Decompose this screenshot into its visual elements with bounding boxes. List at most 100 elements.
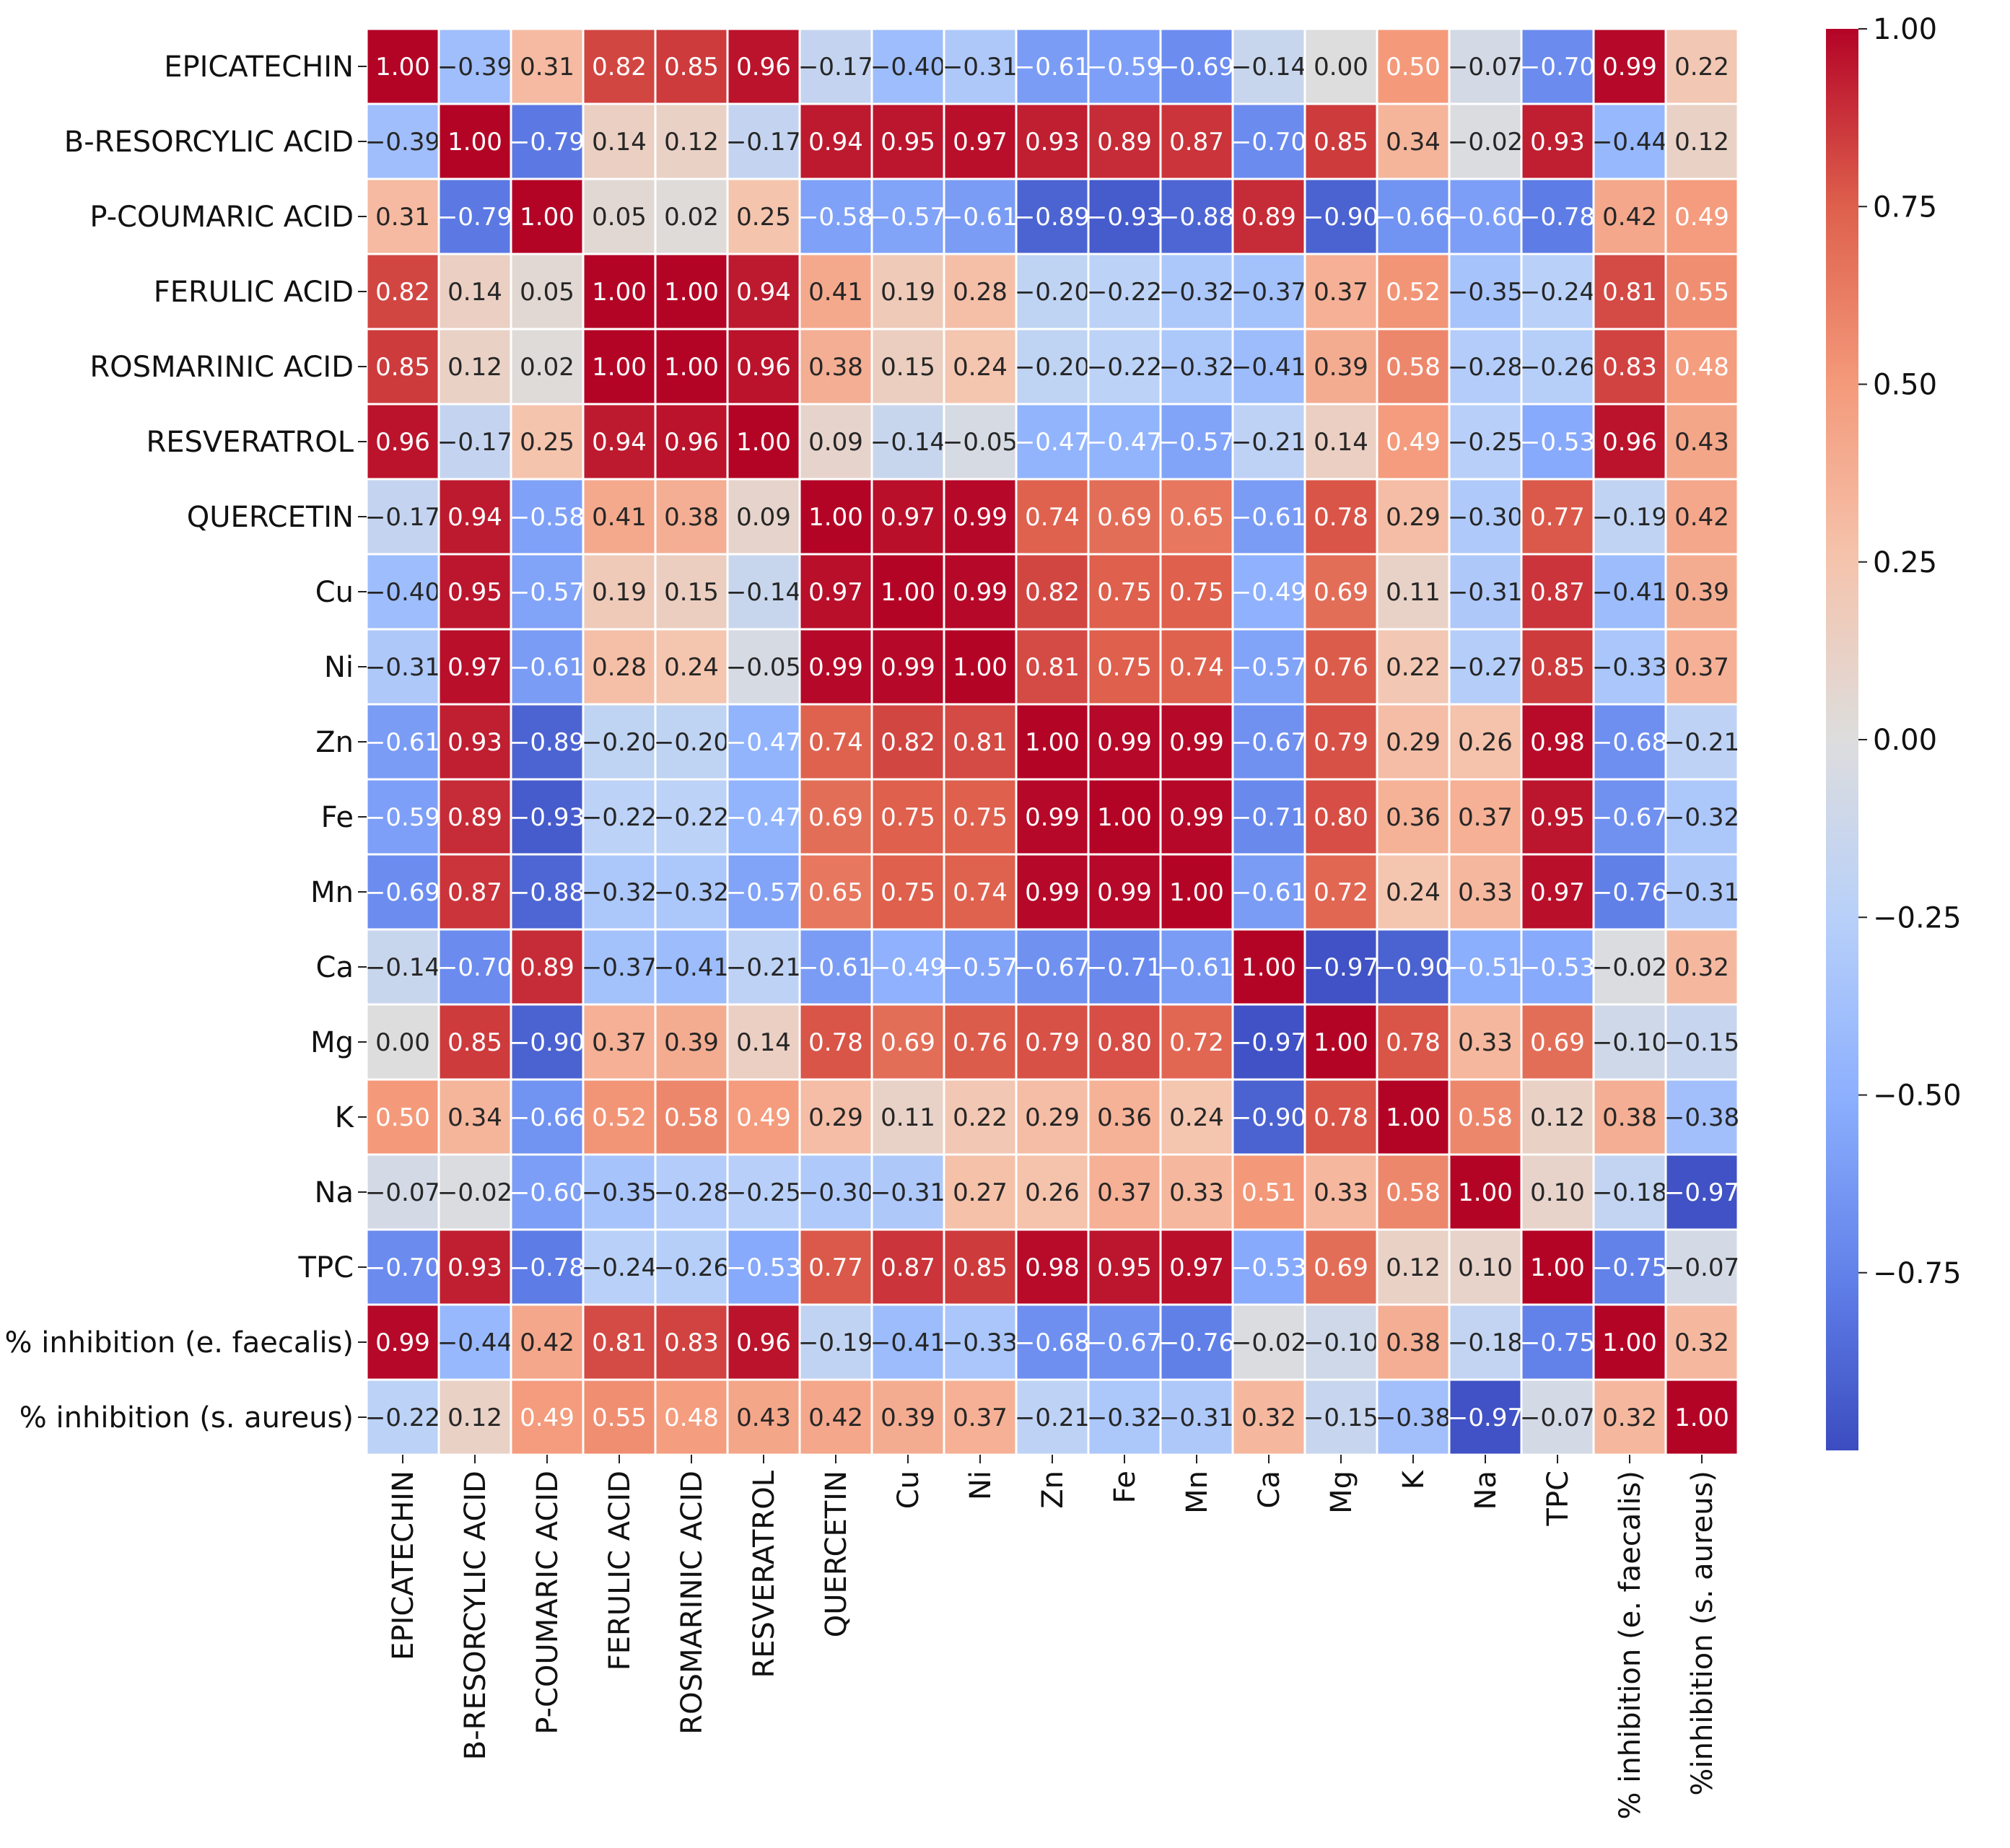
column-label: Zn [1036, 1471, 1070, 1509]
cell-value-label: 0.81 [953, 728, 1008, 757]
heatmap-cell [1159, 478, 1234, 556]
cell-value-label: −0.21 [1231, 428, 1306, 457]
heatmap-cell [870, 328, 945, 406]
cell-value-label: −0.47 [1015, 428, 1090, 457]
column-label: Fe [1109, 1471, 1142, 1503]
cell-value-label: 0.85 [375, 353, 430, 382]
heatmap-cell [1448, 778, 1523, 856]
cell-value-label: 0.19 [881, 278, 935, 307]
colorbar-gradient [1826, 29, 1858, 1450]
cell-value-label: −0.66 [510, 1103, 585, 1132]
cell-value-label: 1.00 [1025, 728, 1080, 757]
cell-value-label: 0.93 [447, 728, 502, 757]
row-labels: EPICATECHIN B-RESORCYLIC ACID P-COUMARIC A… [4, 51, 367, 1435]
heatmap-cell [1592, 853, 1667, 931]
heatmap-cell [1520, 703, 1595, 781]
heatmap-cell [1592, 178, 1667, 255]
heatmap-cell [1664, 1378, 1739, 1456]
cell-value-label: 0.81 [1025, 653, 1080, 682]
heatmap-cell [943, 628, 1018, 706]
heatmap-cell [870, 102, 945, 180]
heatmap-cell [437, 253, 512, 330]
heatmap-cell [1015, 1378, 1090, 1456]
cell-value-label: 0.74 [1025, 503, 1080, 532]
cell-value-label: 0.99 [953, 578, 1008, 607]
heatmap-cell [1664, 1303, 1739, 1381]
heatmap-cell [1087, 178, 1162, 255]
cell-value-label: −0.14 [870, 428, 945, 457]
heatmap-cell [1520, 178, 1595, 255]
cell-value-label: 0.12 [664, 128, 719, 157]
cell-value-label: 0.37 [953, 1403, 1008, 1432]
heatmap-cell [582, 403, 657, 481]
heatmap-cell [1520, 253, 1595, 330]
cell-value-label: 0.99 [1602, 53, 1657, 82]
cell-value-label: −0.05 [943, 428, 1018, 457]
cell-value-label: 0.37 [1674, 653, 1729, 682]
cell-value-label: 0.37 [1458, 803, 1513, 832]
cell-value-label: 0.75 [1169, 578, 1224, 607]
heatmap-cell [1303, 27, 1378, 105]
cell-value-label: 0.02 [520, 353, 574, 382]
cell-value-label: 0.50 [375, 1103, 430, 1132]
heatmap-cell [1592, 27, 1667, 105]
cell-value-label: 0.75 [953, 803, 1008, 832]
cell-value-label: 0.29 [1386, 728, 1441, 757]
heatmap-cell [1087, 703, 1162, 781]
heatmap-cell [1664, 778, 1739, 856]
cell-value-label: 0.25 [520, 428, 574, 457]
cell-value-label: −0.17 [726, 128, 801, 157]
cell-value-label: 0.49 [520, 1403, 574, 1432]
cell-value-label: 0.97 [808, 578, 863, 607]
cell-value-label: −0.70 [1520, 53, 1595, 82]
heatmap-cell [1303, 553, 1378, 631]
cell-value-label: 0.80 [1097, 1028, 1152, 1057]
cell-value-label: 0.42 [1674, 503, 1729, 532]
cell-value-label: −0.60 [510, 1178, 585, 1207]
heatmap-cell [510, 1003, 585, 1081]
heatmap-cell [1448, 853, 1523, 931]
heatmap-cell [1520, 1303, 1595, 1381]
column-label: FERULIC ACID [603, 1471, 637, 1670]
cell-value-label: 0.37 [592, 1028, 647, 1057]
cell-value-label: 1.00 [1097, 803, 1152, 832]
cell-value-label: −0.38 [1664, 1103, 1739, 1132]
heatmap-cell [1159, 178, 1234, 255]
cell-value-label: 0.38 [1386, 1328, 1441, 1357]
cell-value-label: 0.43 [736, 1403, 791, 1432]
heatmap-cell [1015, 853, 1090, 931]
row-label: EPICATECHIN [164, 51, 354, 84]
heatmap-cell [726, 1153, 801, 1231]
cell-value-label: 0.89 [520, 953, 574, 982]
cell-value-label: −0.89 [1015, 203, 1090, 232]
cell-value-label: 0.42 [1602, 203, 1657, 232]
colorbar-tick-label: 0.00 [1873, 724, 1937, 757]
cell-value-label: −0.07 [1664, 1253, 1739, 1282]
cell-value-label: 0.69 [1314, 578, 1368, 607]
row-label: % inhibition (s. aureus) [19, 1401, 354, 1435]
cell-value-label: −0.41 [1592, 578, 1667, 607]
cell-value-label: 0.24 [664, 653, 719, 682]
row-label: Mg [310, 1026, 354, 1059]
cell-value-label: 0.41 [592, 503, 647, 532]
row-label: FERULIC ACID [154, 276, 354, 309]
heatmap-cell [654, 553, 729, 631]
cell-value-label: 0.99 [1097, 878, 1152, 907]
cell-value-label: 0.81 [592, 1328, 647, 1357]
cell-value-label: 0.39 [881, 1403, 935, 1432]
cell-value-label: 0.14 [1314, 428, 1368, 457]
heatmap-cell [1376, 1378, 1451, 1456]
cell-value-label: 0.95 [881, 128, 935, 157]
cell-value-label: −0.57 [870, 203, 945, 232]
cell-value-label: 0.78 [1314, 503, 1368, 532]
heatmap-cell [726, 778, 801, 856]
cell-value-label: 0.05 [592, 203, 647, 232]
heatmap-cell [1592, 553, 1667, 631]
cell-value-label: −0.02 [1448, 128, 1523, 157]
row-label: Ni [324, 651, 354, 684]
cell-value-label: 0.22 [953, 1103, 1008, 1132]
cell-value-label: 1.00 [1169, 878, 1224, 907]
heatmap-cell [1159, 778, 1234, 856]
cell-value-label: 0.74 [808, 728, 863, 757]
heatmap-cell [1231, 328, 1306, 406]
